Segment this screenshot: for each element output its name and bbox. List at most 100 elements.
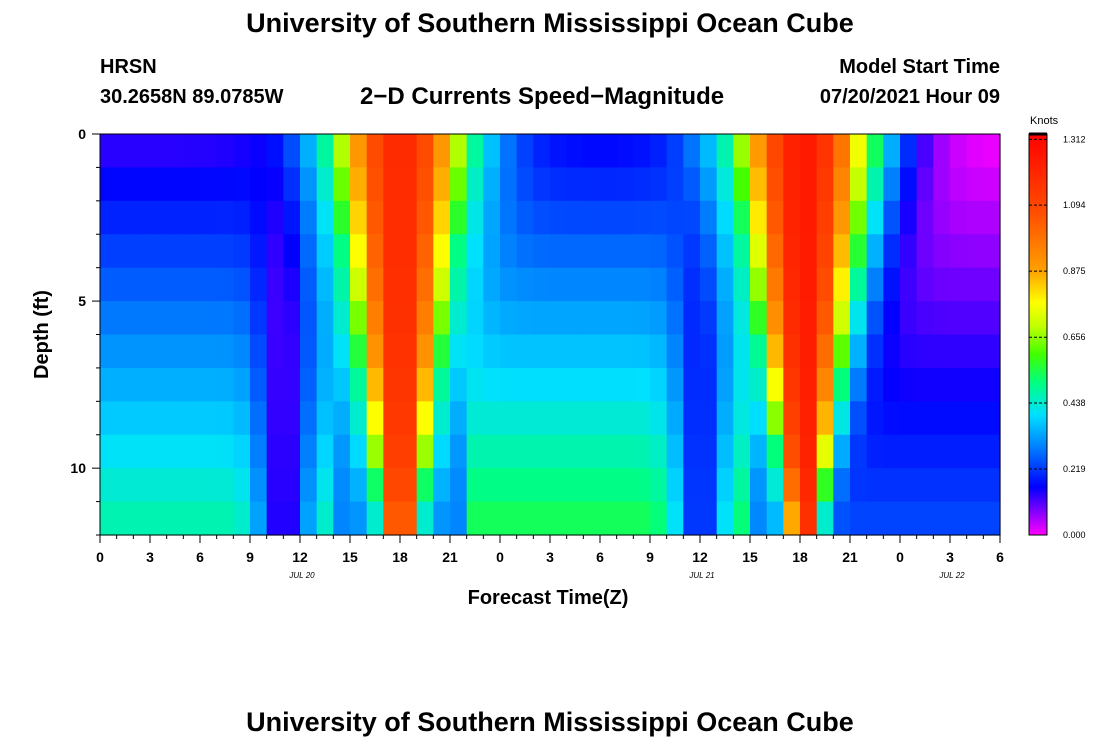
heatmap-cell bbox=[116, 301, 134, 336]
heatmap-cell bbox=[733, 468, 751, 503]
heatmap-cell bbox=[483, 267, 501, 302]
heatmap-cell bbox=[883, 267, 901, 302]
heatmap-cell bbox=[166, 434, 184, 469]
heatmap-cell bbox=[250, 501, 268, 536]
heatmap-cell bbox=[700, 267, 718, 302]
heatmap-cell bbox=[866, 267, 884, 302]
heatmap-cell bbox=[416, 367, 434, 402]
heatmap-cell bbox=[933, 301, 951, 336]
heatmap-cell bbox=[766, 301, 784, 336]
heatmap-cell bbox=[183, 434, 201, 469]
heatmap-cell bbox=[116, 134, 134, 169]
heatmap-cell bbox=[250, 334, 268, 369]
heatmap-cell bbox=[233, 134, 251, 169]
heatmap-cell bbox=[600, 267, 618, 302]
heatmap-cell bbox=[350, 367, 368, 402]
heatmap-cell bbox=[616, 267, 634, 302]
heatmap-cell bbox=[133, 267, 151, 302]
heatmap-cell bbox=[216, 401, 234, 436]
heatmap-cell bbox=[316, 200, 334, 235]
x-tick-label: 3 bbox=[546, 549, 554, 565]
heatmap-cell bbox=[433, 501, 451, 536]
heatmap-cell bbox=[450, 401, 468, 436]
heatmap-cell bbox=[516, 301, 534, 336]
heatmap-cell bbox=[833, 401, 851, 436]
colorbar-tick-label: 1.312 bbox=[1063, 134, 1086, 144]
heatmap-cell bbox=[650, 200, 668, 235]
heatmap-cell bbox=[966, 501, 984, 536]
heatmap-cell bbox=[883, 334, 901, 369]
heatmap-cell bbox=[550, 334, 568, 369]
heatmap-cell bbox=[350, 434, 368, 469]
heatmap-cell bbox=[950, 200, 968, 235]
heatmap-cell bbox=[666, 167, 684, 202]
heatmap-cell bbox=[850, 468, 868, 503]
heatmap-cell bbox=[950, 134, 968, 169]
model-start-label: Model Start Time bbox=[839, 56, 1000, 78]
heatmap-cell bbox=[916, 134, 934, 169]
heatmap-cell bbox=[716, 367, 734, 402]
heatmap-cell bbox=[533, 401, 551, 436]
heatmap-cell bbox=[883, 401, 901, 436]
heatmap-cell bbox=[616, 134, 634, 169]
heatmap-cell bbox=[616, 301, 634, 336]
heatmap-cell bbox=[966, 434, 984, 469]
heatmap-cell bbox=[633, 234, 651, 269]
heatmap-cell bbox=[416, 234, 434, 269]
heatmap-cell bbox=[350, 167, 368, 202]
heatmap-cell bbox=[533, 334, 551, 369]
heatmap-cell bbox=[900, 501, 918, 536]
colorbar-unit: Knots bbox=[1030, 115, 1059, 127]
heatmap-cell bbox=[233, 200, 251, 235]
heatmap-cell bbox=[183, 234, 201, 269]
heatmap-cell bbox=[633, 367, 651, 402]
heatmap-cell bbox=[550, 301, 568, 336]
heatmap-cell bbox=[866, 200, 884, 235]
heatmap-cell bbox=[933, 334, 951, 369]
heatmap-cell bbox=[733, 501, 751, 536]
heatmap-cell bbox=[516, 134, 534, 169]
heatmap-cell bbox=[300, 501, 318, 536]
heatmap-cell bbox=[333, 234, 351, 269]
heatmap-cell bbox=[400, 267, 418, 302]
heatmap-cell bbox=[133, 134, 151, 169]
heatmap-cell bbox=[966, 134, 984, 169]
heatmap-cell bbox=[116, 234, 134, 269]
heatmap-cell bbox=[483, 334, 501, 369]
heatmap-cell bbox=[183, 334, 201, 369]
heatmap-cell bbox=[483, 134, 501, 169]
heatmap-cell bbox=[266, 267, 284, 302]
heatmap-cell bbox=[216, 234, 234, 269]
heatmap-cell bbox=[850, 401, 868, 436]
heatmap-cell bbox=[750, 301, 768, 336]
heatmap-cell bbox=[516, 401, 534, 436]
heatmap-cell bbox=[466, 367, 484, 402]
heatmap-cell bbox=[250, 468, 268, 503]
heatmap-cell bbox=[433, 434, 451, 469]
heatmap-cell bbox=[183, 167, 201, 202]
station-coordinates: 30.2658N 89.0785W bbox=[100, 86, 284, 108]
heatmap-cell bbox=[566, 200, 584, 235]
heatmap-cell bbox=[833, 301, 851, 336]
heatmap-cell bbox=[616, 401, 634, 436]
heatmap-cell bbox=[950, 267, 968, 302]
heatmap-cell bbox=[300, 334, 318, 369]
heatmap-cell bbox=[516, 200, 534, 235]
heatmap-cell bbox=[766, 501, 784, 536]
heatmap-cell bbox=[583, 134, 601, 169]
heatmap-cell bbox=[900, 200, 918, 235]
heatmap-cell bbox=[566, 234, 584, 269]
heatmap-cell bbox=[450, 267, 468, 302]
heatmap-cell bbox=[866, 301, 884, 336]
x-tick-label: 6 bbox=[596, 549, 604, 565]
heatmap-cell bbox=[333, 200, 351, 235]
heatmap-cell bbox=[183, 468, 201, 503]
heatmap-cell bbox=[816, 267, 834, 302]
heatmap-cell bbox=[800, 267, 818, 302]
heatmap-cell bbox=[100, 434, 118, 469]
heatmap-cell bbox=[333, 334, 351, 369]
heatmap-cell bbox=[216, 468, 234, 503]
colorbar-gradient bbox=[1028, 133, 1048, 536]
heatmap-cell bbox=[566, 367, 584, 402]
heatmap-cell bbox=[283, 401, 301, 436]
